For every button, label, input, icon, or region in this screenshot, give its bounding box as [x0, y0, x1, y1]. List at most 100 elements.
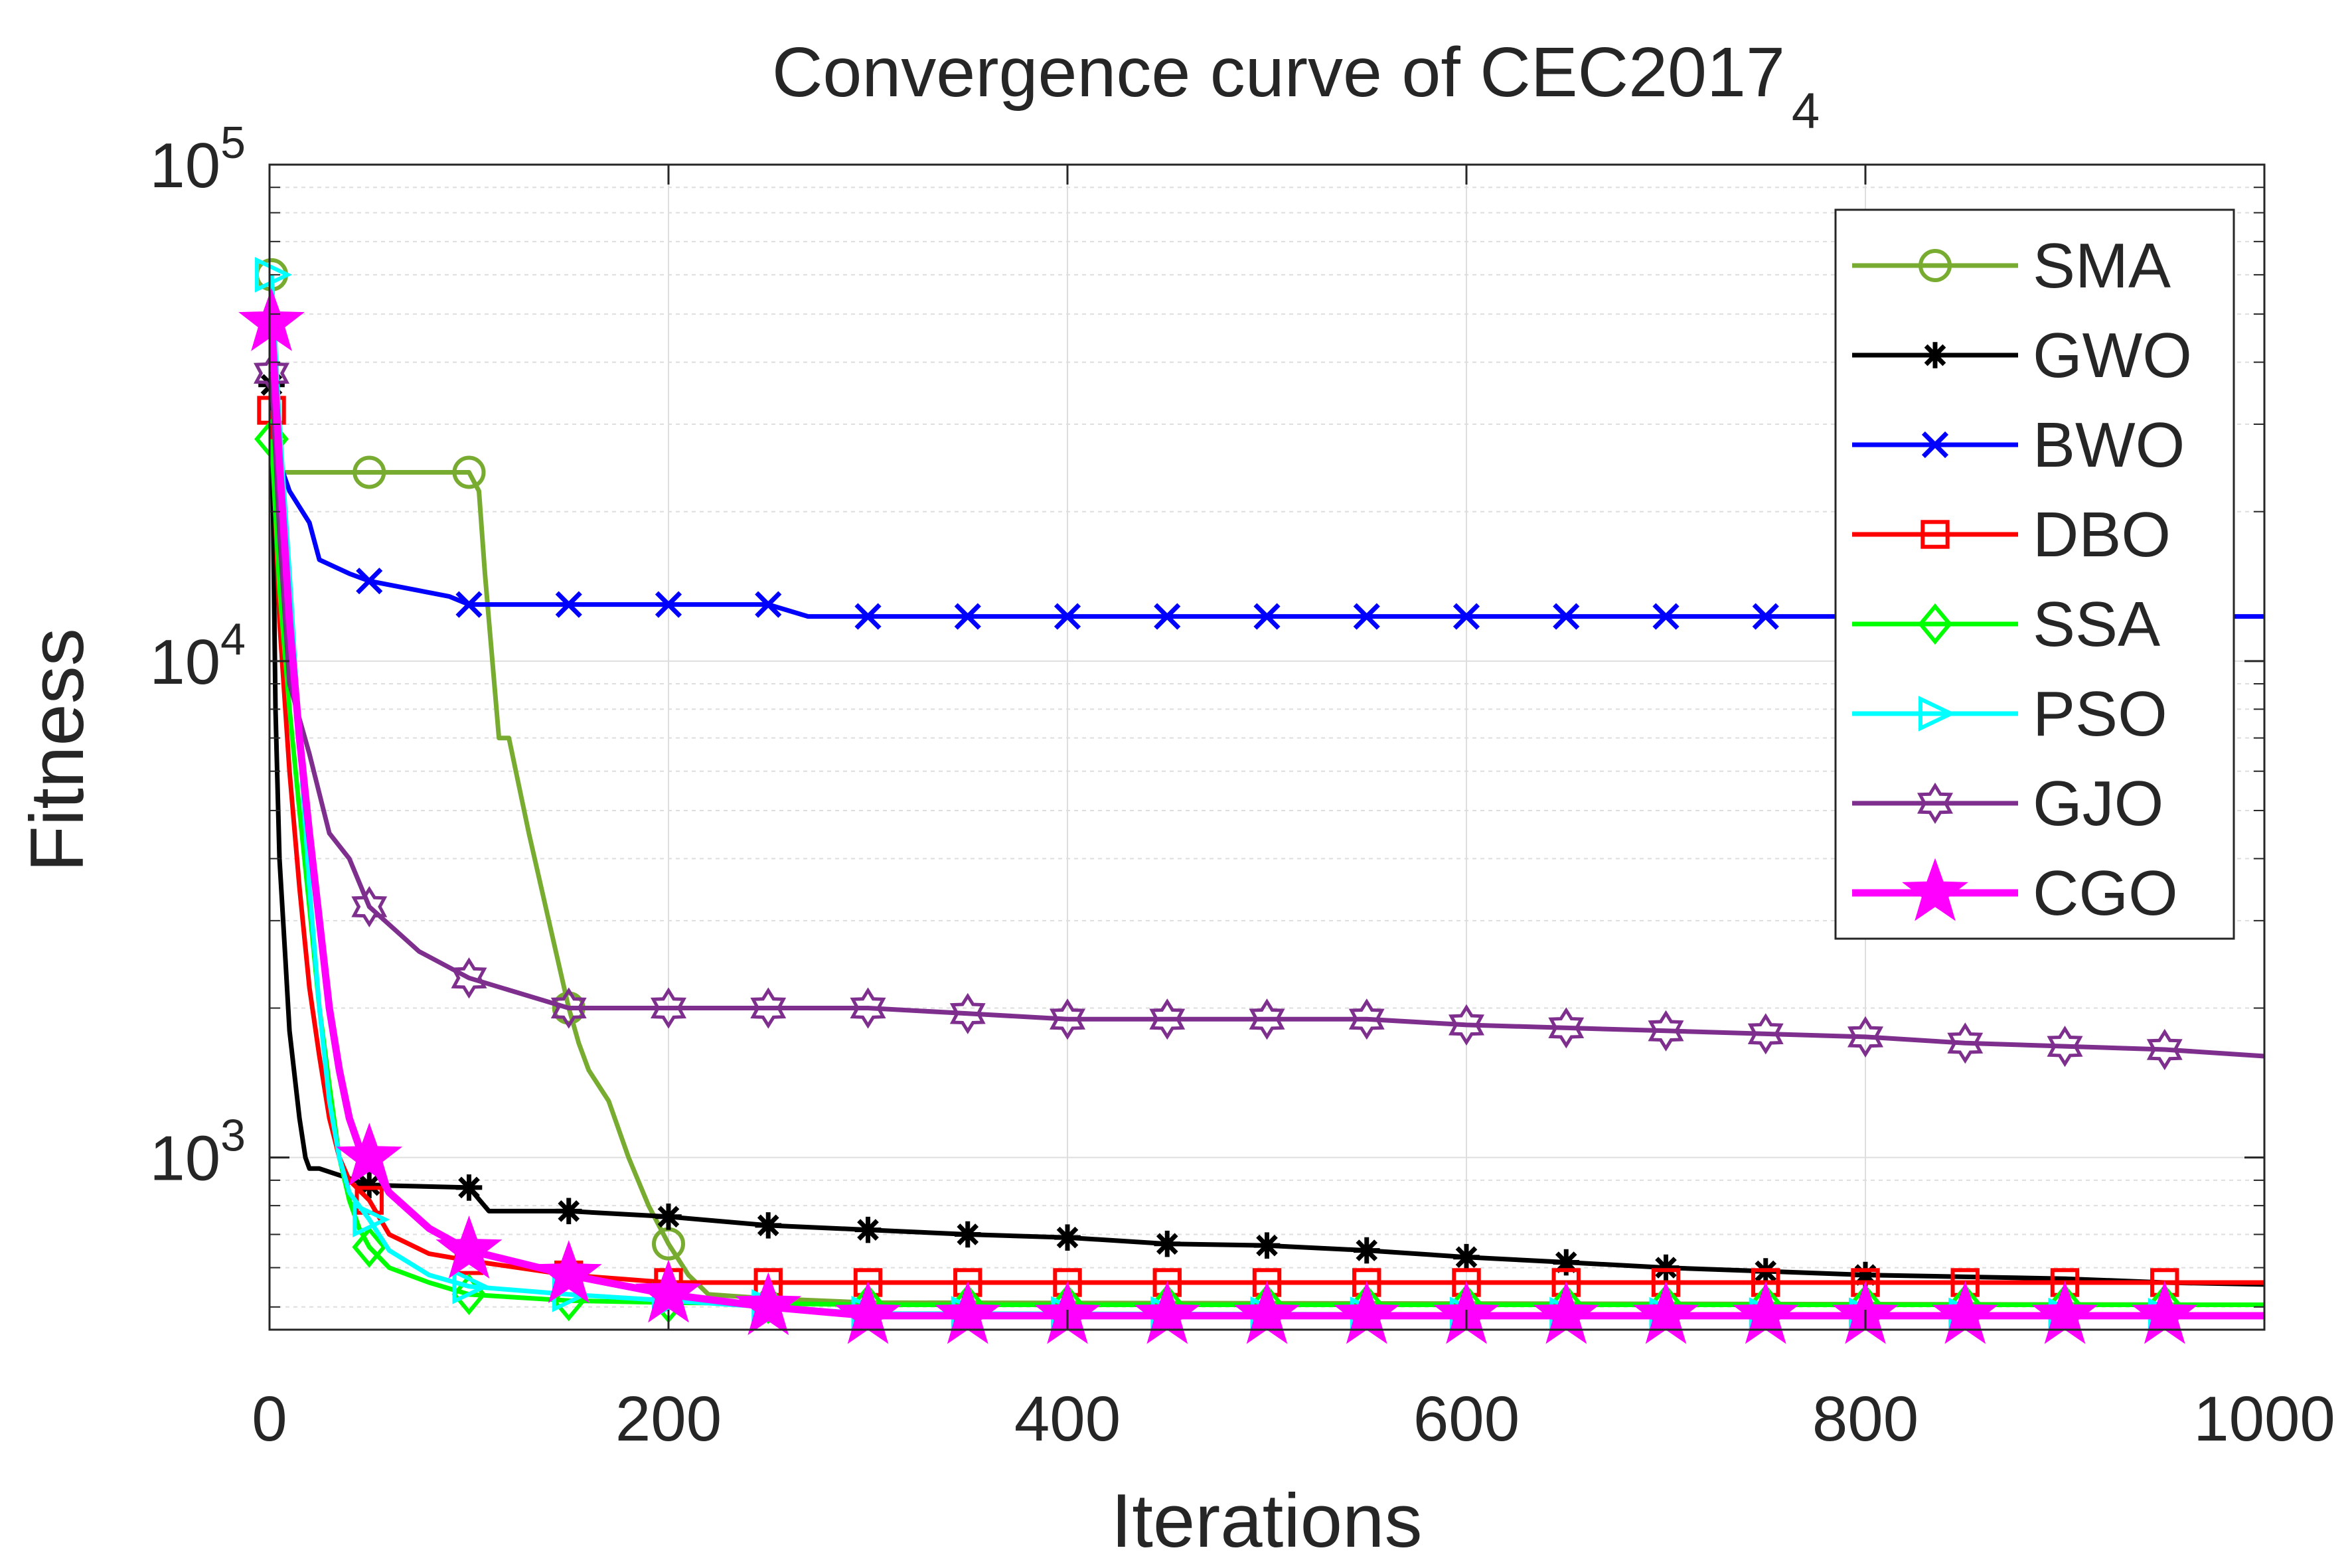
data-point-marker	[352, 1226, 387, 1268]
data-point-marker	[255, 257, 293, 293]
data-point-marker	[1553, 1249, 1580, 1276]
data-point-marker	[1918, 603, 1952, 645]
data-point-marker	[356, 568, 383, 595]
data-point-marker	[451, 957, 487, 999]
data-point-marker	[1752, 603, 1779, 630]
data-point-marker	[1919, 249, 1952, 282]
data-point-marker	[452, 455, 486, 489]
y-axis-label: Fitness	[15, 628, 100, 872]
data-point-marker	[455, 591, 483, 618]
data-point-marker	[1453, 1243, 1480, 1271]
data-point-marker	[1054, 603, 1081, 630]
data-point-marker	[452, 1269, 490, 1304]
series-bwo	[269, 438, 2264, 630]
data-point-marker	[1253, 603, 1281, 630]
data-point-marker	[1353, 1237, 1380, 1264]
legend-item-bwo: BWO	[1852, 410, 2185, 481]
plot-border	[268, 163, 2266, 1331]
y-tick-exponent: 4	[220, 614, 246, 665]
legend-item-cgo: CGO	[1852, 858, 2178, 929]
x-tick-label: 0	[252, 1383, 287, 1454]
x-axis-label: Iterations	[1111, 1479, 1423, 1563]
data-point-marker	[655, 591, 682, 618]
data-point-marker	[435, 1215, 503, 1279]
legend-label: GJO	[2033, 768, 2163, 839]
legend-label: CGO	[2033, 858, 2178, 929]
x-tick-label: 1000	[2193, 1383, 2335, 1454]
data-point-marker	[238, 287, 305, 351]
data-point-marker	[650, 987, 687, 1029]
legend-label: GWO	[2033, 320, 2192, 391]
x-tick-label: 400	[1014, 1383, 1121, 1454]
data-point-marker	[535, 1240, 602, 1304]
data-point-marker	[555, 591, 582, 618]
series-line	[269, 373, 2265, 1059]
data-point-marker	[1253, 1232, 1281, 1259]
legend-item-dbo: DBO	[1852, 499, 2171, 570]
data-point-marker	[1154, 603, 1181, 630]
data-point-marker	[1049, 998, 1086, 1040]
data-point-marker	[353, 455, 386, 489]
data-point-marker	[1553, 603, 1580, 630]
series-line	[269, 384, 2265, 1287]
legend-label: DBO	[2033, 499, 2171, 570]
y-tick-exponent: 5	[220, 118, 246, 168]
data-point-marker	[2146, 1028, 2183, 1071]
series-gjo	[253, 353, 2265, 1071]
data-point-marker	[1054, 1224, 1081, 1251]
legend-label: BWO	[2033, 410, 2185, 481]
chart-title: Convergence curve of CEC2017 4	[772, 33, 1820, 139]
data-point-marker	[555, 1198, 582, 1225]
data-point-marker	[655, 1203, 682, 1230]
y-tick-label: 105	[149, 118, 246, 201]
legend-item-gjo: GJO	[1852, 768, 2163, 839]
data-point-marker	[850, 987, 886, 1029]
data-point-marker	[550, 987, 587, 1029]
data-point-marker	[1847, 1016, 1884, 1058]
data-point-marker	[1652, 1254, 1680, 1281]
data-point-marker	[2047, 1026, 2083, 1067]
data-point-marker	[1902, 858, 1968, 921]
data-point-marker	[750, 987, 787, 1029]
data-point-marker	[351, 886, 388, 928]
legend-label: SSA	[2033, 589, 2160, 660]
data-point-marker	[455, 1174, 483, 1201]
data-point-marker	[1947, 1022, 1984, 1064]
data-point-marker	[1348, 998, 1385, 1040]
data-point-marker	[735, 1272, 802, 1336]
legend-box	[1834, 208, 2235, 940]
legend-item-sma: SMA	[1852, 230, 2171, 301]
data-point-marker	[1852, 1261, 1879, 1289]
data-point-marker	[1648, 1010, 1684, 1052]
x-tick-label: 600	[1413, 1383, 1520, 1454]
series-line	[269, 274, 2265, 1307]
legend-label: SMA	[2033, 230, 2171, 301]
data-point-marker	[755, 1212, 782, 1239]
x-tick-label: 200	[615, 1383, 722, 1454]
data-point-marker	[1448, 1004, 1485, 1046]
data-point-marker	[1353, 603, 1380, 630]
data-point-marker	[949, 992, 986, 1034]
x-axis-tick-labels: 0 200 400 600 800 1000	[252, 1383, 2335, 1454]
y-tick-base: 10	[149, 130, 220, 201]
data-point-marker	[1149, 998, 1186, 1040]
y-tick-label: 104	[149, 614, 246, 698]
data-point-marker	[1548, 1007, 1585, 1049]
y-tick-exponent: 3	[220, 1111, 246, 1161]
data-point-marker	[755, 591, 782, 618]
data-point-marker	[1249, 998, 1285, 1040]
data-point-marker	[954, 603, 981, 630]
data-point-marker	[1919, 696, 1956, 732]
data-point-marker	[1922, 342, 1948, 368]
y-tick-base: 10	[149, 1123, 220, 1194]
data-point-marker	[1917, 782, 1954, 824]
data-point-marker	[1747, 1013, 1784, 1055]
data-point-marker	[356, 1172, 383, 1198]
axis-ticks	[268, 163, 2266, 1330]
legend-label: PSO	[2033, 678, 2167, 749]
data-point-marker	[854, 1216, 882, 1243]
data-point-marker	[1154, 1230, 1181, 1257]
data-point-marker	[854, 603, 882, 630]
